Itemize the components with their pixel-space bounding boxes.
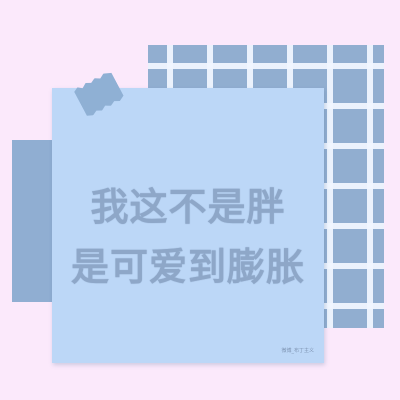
watermark: 微博_布丁主义 bbox=[281, 348, 314, 354]
headline-line-2: 是可爱到膨胀 bbox=[70, 245, 305, 289]
sticky-note bbox=[52, 88, 324, 363]
headline-line-1: 我这不是胖 bbox=[90, 185, 286, 229]
